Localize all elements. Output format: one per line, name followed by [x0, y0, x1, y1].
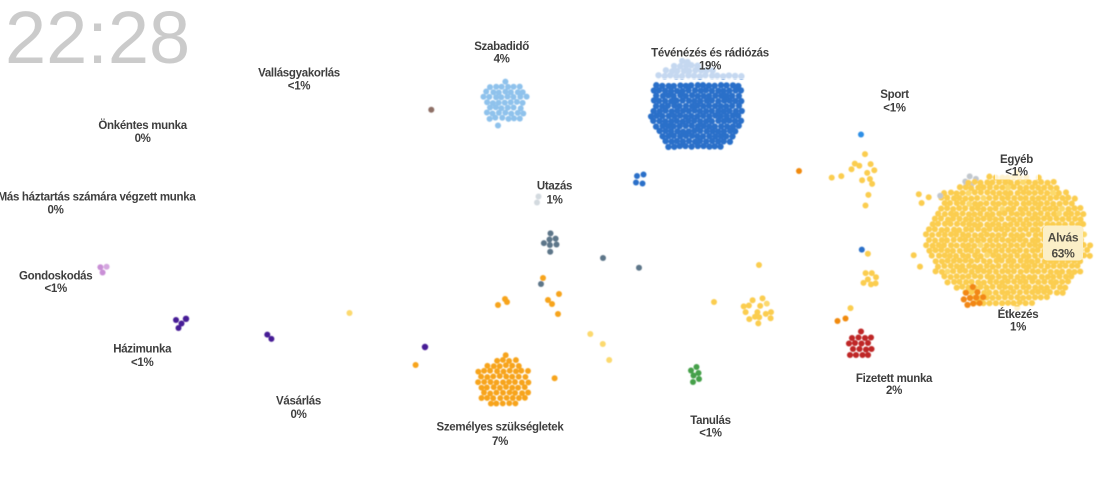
- svg-text:22:28: 22:28: [5, 0, 190, 79]
- svg-text:Étkezés: Étkezés: [998, 308, 1039, 321]
- svg-text:<1%: <1%: [288, 81, 311, 93]
- svg-text:4%: 4%: [494, 53, 510, 65]
- svg-text:<1%: <1%: [699, 428, 722, 440]
- svg-text:Fizetett munka: Fizetett munka: [856, 373, 933, 385]
- svg-text:Vásárlás: Vásárlás: [276, 396, 321, 408]
- svg-text:7%: 7%: [492, 436, 508, 448]
- svg-text:Tanulás: Tanulás: [690, 415, 731, 427]
- svg-text:Szabadidő: Szabadidő: [474, 41, 529, 53]
- svg-text:Sport: Sport: [880, 89, 909, 101]
- svg-text:Önkéntes munka: Önkéntes munka: [98, 119, 187, 132]
- svg-text:<1%: <1%: [131, 357, 154, 369]
- svg-text:Tévénézés és rádiózás: Tévénézés és rádiózás: [651, 48, 769, 60]
- svg-text:0%: 0%: [135, 133, 151, 145]
- svg-text:1%: 1%: [1010, 322, 1026, 334]
- svg-text:Más háztartás számára végzett: Más háztartás számára végzett munka: [0, 192, 196, 204]
- svg-text:<1%: <1%: [1005, 167, 1028, 179]
- svg-text:2%: 2%: [886, 385, 902, 397]
- svg-text:Vallásgyakorlás: Vallásgyakorlás: [258, 68, 340, 80]
- svg-text:Utazás: Utazás: [537, 181, 572, 193]
- svg-text:0%: 0%: [290, 409, 306, 421]
- svg-text:Alvás: Alvás: [1048, 231, 1079, 245]
- svg-text:Gondoskodás: Gondoskodás: [19, 271, 92, 283]
- svg-text:Egyéb: Egyéb: [1000, 154, 1033, 166]
- svg-text:19%: 19%: [699, 61, 721, 73]
- svg-text:0%: 0%: [47, 205, 63, 217]
- svg-text:1%: 1%: [546, 195, 562, 207]
- svg-text:<1%: <1%: [883, 103, 906, 115]
- svg-text:Házimunka: Házimunka: [113, 344, 172, 356]
- svg-text:63%: 63%: [1051, 247, 1075, 261]
- svg-text:<1%: <1%: [44, 283, 67, 295]
- svg-text:Személyes szükségletek: Személyes szükségletek: [436, 422, 564, 434]
